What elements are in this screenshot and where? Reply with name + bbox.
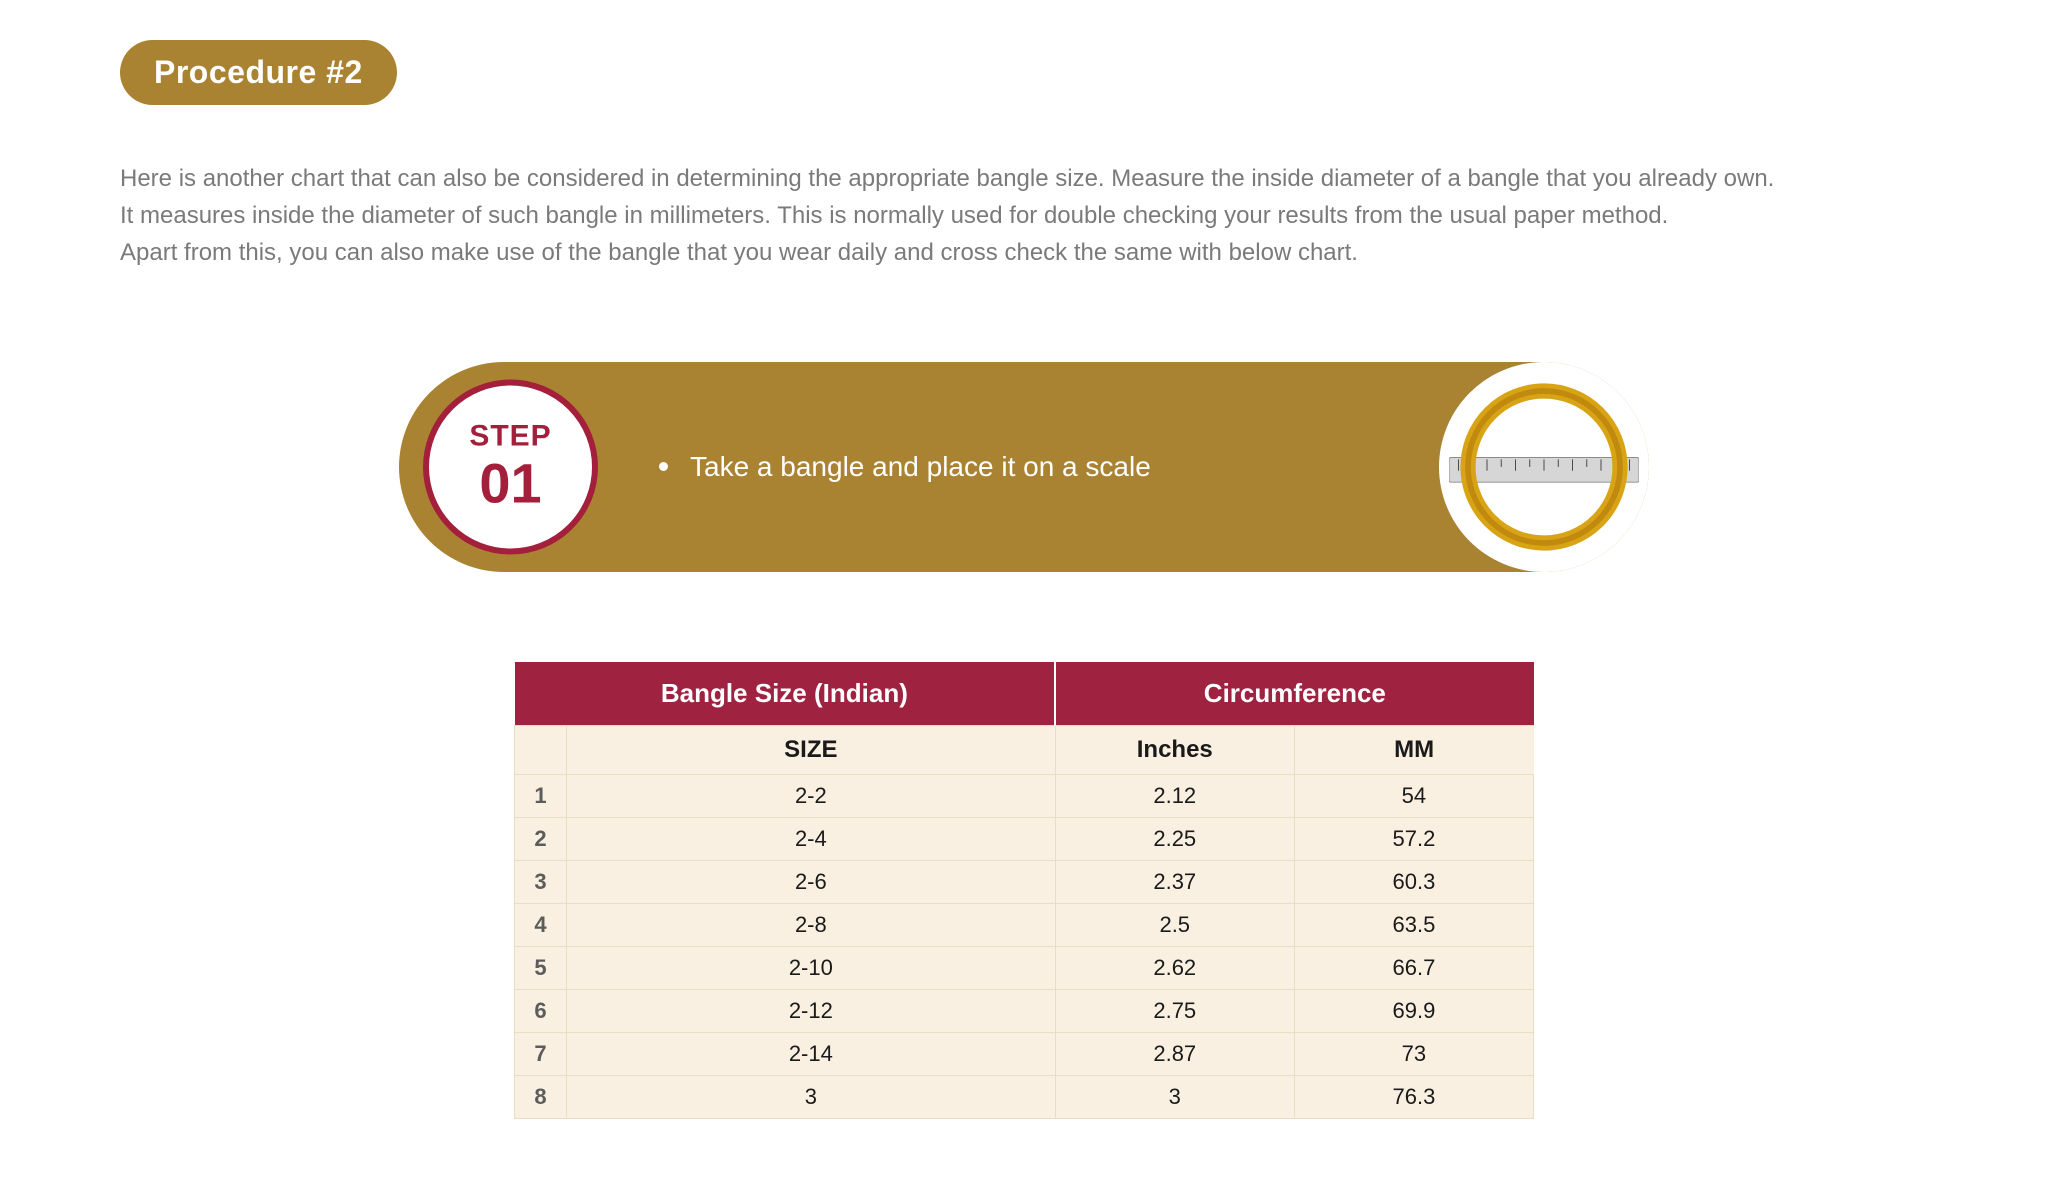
cell-size: 2-10	[566, 946, 1055, 989]
row-number: 4	[515, 903, 567, 946]
description-line-3: Apart from this, you can also make use o…	[120, 234, 1920, 271]
header-circumference: Circumference	[1055, 662, 1533, 726]
procedure-badge: Procedure #2	[120, 40, 397, 105]
row-number: 8	[515, 1075, 567, 1118]
step-image-circle	[1439, 362, 1649, 572]
cell-size: 2-4	[566, 817, 1055, 860]
table-row: 32-62.3760.3	[515, 860, 1534, 903]
row-number: 2	[515, 817, 567, 860]
step-pill: STEP 01 Take a bangle and place it on a …	[399, 362, 1649, 572]
cell-mm: 57.2	[1294, 817, 1533, 860]
bullet-icon	[659, 462, 668, 471]
step-instruction-text: Take a bangle and place it on a scale	[690, 451, 1151, 483]
bangle-on-ruler-icon	[1449, 372, 1639, 562]
table-top-header-row: Bangle Size (Indian) Circumference	[515, 662, 1534, 726]
cell-inches: 2.75	[1055, 989, 1294, 1032]
cell-inches: 2.5	[1055, 903, 1294, 946]
row-number: 5	[515, 946, 567, 989]
table-row: 52-102.6266.7	[515, 946, 1534, 989]
cell-inches: 2.12	[1055, 774, 1294, 817]
step-label: STEP	[469, 422, 551, 452]
header-bangle-size: Bangle Size (Indian)	[515, 662, 1056, 726]
subheader-size: SIZE	[566, 725, 1055, 774]
row-number: 7	[515, 1032, 567, 1075]
cell-inches: 2.87	[1055, 1032, 1294, 1075]
cell-size: 2-6	[566, 860, 1055, 903]
table-sub-header-row: SIZE Inches MM	[515, 725, 1534, 774]
table-row: 72-142.8773	[515, 1032, 1534, 1075]
cell-mm: 66.7	[1294, 946, 1533, 989]
table-row: 83376.3	[515, 1075, 1534, 1118]
cell-mm: 63.5	[1294, 903, 1533, 946]
description-line-1: Here is another chart that can also be c…	[120, 160, 1920, 197]
cell-mm: 73	[1294, 1032, 1533, 1075]
description-line-2: It measures inside the diameter of such …	[120, 197, 1920, 234]
row-number: 6	[515, 989, 567, 1032]
table-row: 22-42.2557.2	[515, 817, 1534, 860]
bangle-size-table: Bangle Size (Indian) Circumference SIZE …	[514, 662, 1534, 1119]
subheader-inches: Inches	[1055, 725, 1294, 774]
row-number: 1	[515, 774, 567, 817]
subheader-mm: MM	[1294, 725, 1533, 774]
cell-inches: 2.37	[1055, 860, 1294, 903]
cell-mm: 54	[1294, 774, 1533, 817]
cell-mm: 76.3	[1294, 1075, 1533, 1118]
cell-mm: 69.9	[1294, 989, 1533, 1032]
step-instruction: Take a bangle and place it on a scale	[659, 451, 1151, 483]
cell-inches: 2.25	[1055, 817, 1294, 860]
cell-size: 2-2	[566, 774, 1055, 817]
cell-mm: 60.3	[1294, 860, 1533, 903]
cell-size: 2-14	[566, 1032, 1055, 1075]
row-number: 3	[515, 860, 567, 903]
cell-inches: 3	[1055, 1075, 1294, 1118]
procedure-description: Here is another chart that can also be c…	[120, 160, 1920, 272]
step-number-circle: STEP 01	[423, 379, 598, 554]
step-number: 01	[479, 456, 541, 512]
subheader-blank	[515, 725, 567, 774]
table-row: 62-122.7569.9	[515, 989, 1534, 1032]
table-row: 42-82.563.5	[515, 903, 1534, 946]
cell-size: 3	[566, 1075, 1055, 1118]
cell-inches: 2.62	[1055, 946, 1294, 989]
cell-size: 2-8	[566, 903, 1055, 946]
table-row: 12-22.1254	[515, 774, 1534, 817]
cell-size: 2-12	[566, 989, 1055, 1032]
